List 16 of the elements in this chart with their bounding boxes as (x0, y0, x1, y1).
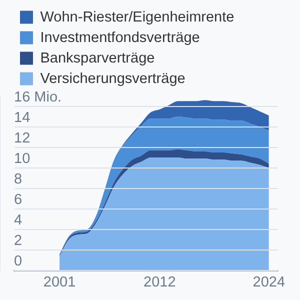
legend-label: Versicherungsverträge (40, 70, 186, 87)
x-tick-label: 2001 (43, 274, 76, 290)
y-tick-label: 12 (14, 130, 30, 146)
y-tick-label: 2 (14, 233, 22, 250)
y-tick-label: 6 (14, 192, 22, 208)
legend-label: Investmentfondsverträge (40, 30, 200, 46)
y-tick-label: 16 Mio. (14, 89, 62, 106)
y-tick-label: 8 (14, 171, 22, 188)
legend-label: Wohn-Riester/Eigenheimrente (40, 9, 234, 26)
y-tick-label: 10 (14, 150, 30, 167)
x-tick-label: 2024 (252, 274, 286, 290)
y-tick-label: 4 (14, 212, 22, 229)
legend-label: Banksparverträge (40, 50, 155, 66)
y-tick-label: 14 (14, 110, 30, 126)
y-tick-label: 0 (14, 254, 22, 270)
x-tick-label: 2012 (144, 274, 176, 290)
